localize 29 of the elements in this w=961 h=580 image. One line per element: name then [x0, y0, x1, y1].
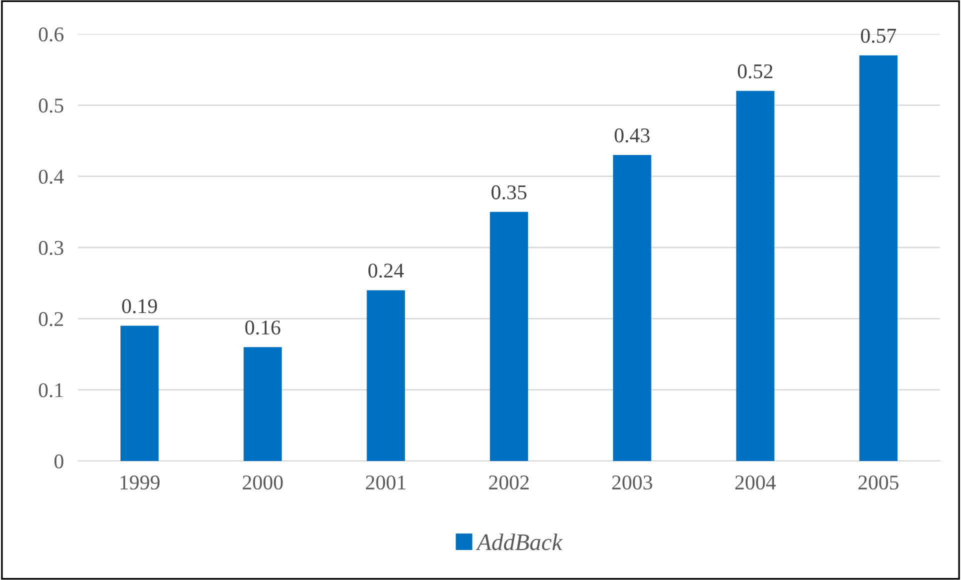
x-tick-label: 2005: [858, 475, 898, 490]
bar: [613, 154, 652, 461]
y-tick-label: 0.6: [38, 27, 64, 42]
y-tick-label: 0.4: [38, 170, 64, 184]
x-tick-label: 2001: [366, 475, 406, 490]
data-label: 0.43: [614, 128, 650, 143]
bar: [366, 290, 405, 461]
y-tick-label: 0.3: [38, 240, 64, 256]
bar: [244, 347, 282, 461]
y-tick-label: 0: [54, 454, 64, 468]
x-tick-label: 2002: [489, 475, 529, 490]
x-tick-label: 2000: [242, 475, 283, 490]
data-label: 0.24: [368, 264, 404, 278]
x-tick-label: 1999: [120, 476, 160, 490]
data-label: 0.16: [245, 320, 280, 335]
data-label: 0.57: [860, 28, 896, 43]
x-tick-label: 2004: [735, 475, 776, 490]
y-tick-label: 0.2: [38, 312, 63, 326]
data-label: 0.35: [492, 185, 526, 200]
legend-label: AddBack: [476, 534, 563, 550]
x-tick-label: 2003: [612, 475, 652, 490]
bar: [736, 90, 774, 461]
data-label: 0.19: [122, 299, 157, 314]
y-tick-label: 0.5: [38, 98, 64, 113]
bar: [859, 55, 898, 461]
y-tick-label: 0.1: [38, 383, 63, 398]
bar: [490, 212, 528, 461]
data-label: 0.52: [738, 64, 772, 78]
bar: [120, 326, 159, 461]
